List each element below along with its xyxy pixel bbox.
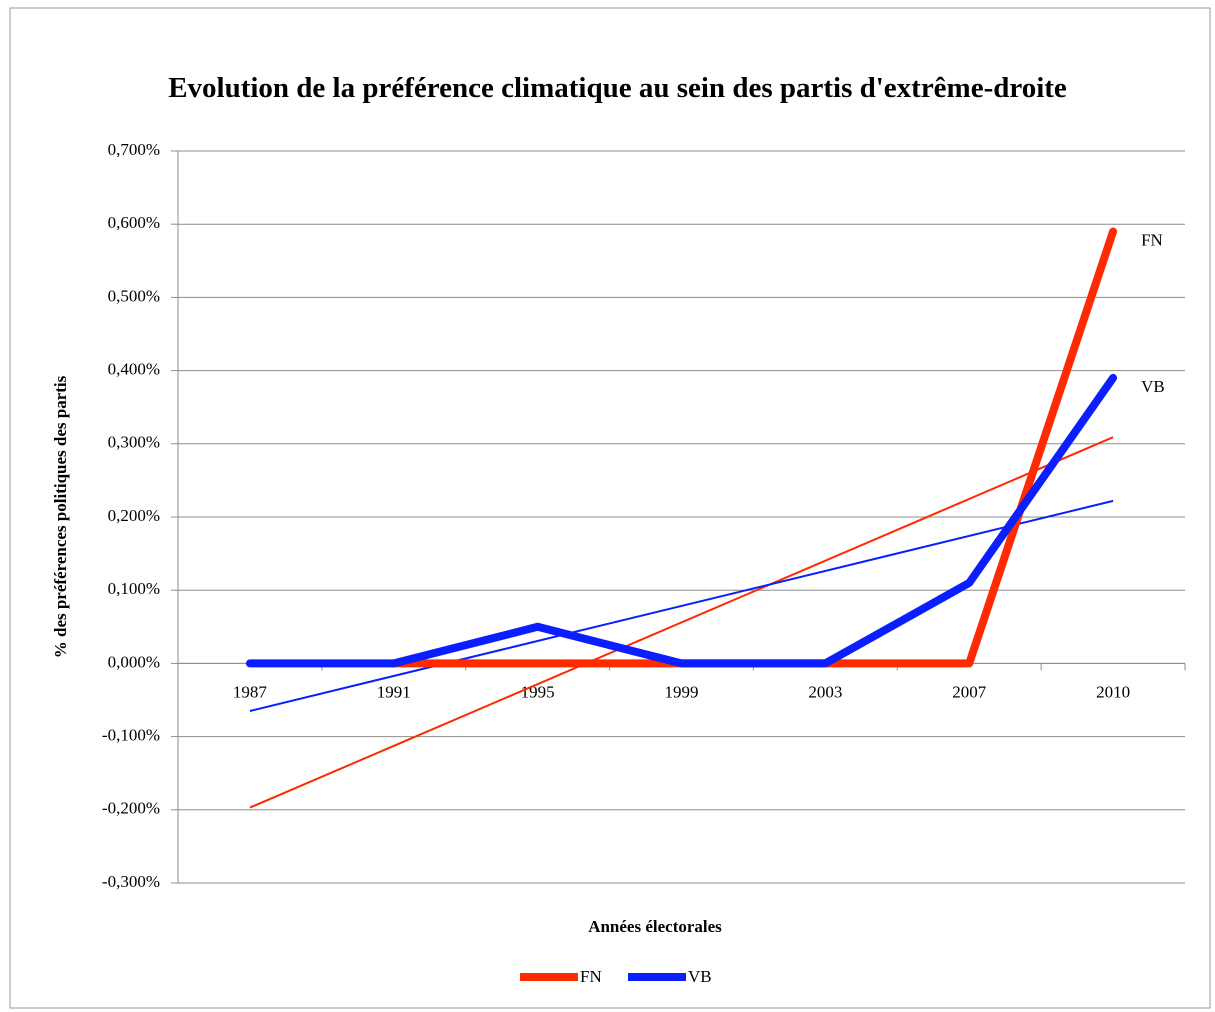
x-tick-label: 2003 bbox=[808, 682, 842, 701]
legend-label: VB bbox=[688, 967, 712, 986]
series-end-label: VB bbox=[1141, 377, 1165, 396]
x-axis-label: Années électorales bbox=[588, 917, 722, 936]
y-tick-label: 0,600% bbox=[108, 213, 160, 232]
y-tick-label: 0,400% bbox=[108, 360, 160, 379]
chart-title: Evolution de la préférence climatique au… bbox=[168, 72, 1067, 104]
y-tick-label: -0,100% bbox=[102, 726, 160, 745]
legend-label: FN bbox=[580, 967, 602, 986]
x-tick-label: 2010 bbox=[1096, 682, 1130, 701]
x-tick-label: 2007 bbox=[952, 682, 987, 701]
y-tick-label: 0,100% bbox=[108, 579, 160, 598]
x-tick-label: 1999 bbox=[665, 682, 699, 701]
y-axis-label: % des préférences politiques des partis bbox=[51, 375, 70, 658]
series-end-label: FN bbox=[1141, 230, 1163, 249]
y-tick-label: 0,500% bbox=[108, 286, 160, 305]
y-tick-label: -0,300% bbox=[102, 872, 160, 891]
frame bbox=[9, 7, 1211, 1009]
x-tick-label: 1991 bbox=[377, 682, 411, 701]
y-tick-label: -0,200% bbox=[102, 799, 160, 818]
y-tick-label: 0,200% bbox=[108, 506, 160, 525]
x-tick-label: 1987 bbox=[233, 682, 268, 701]
trendline bbox=[249, 436, 1114, 809]
trendline bbox=[249, 499, 1114, 712]
y-tick-label: 0,300% bbox=[108, 433, 160, 452]
y-tick-label: 0,700% bbox=[108, 140, 160, 159]
series-line bbox=[389, 227, 1118, 668]
y-tick-label: 0,000% bbox=[108, 652, 160, 671]
series-line bbox=[245, 373, 1118, 668]
